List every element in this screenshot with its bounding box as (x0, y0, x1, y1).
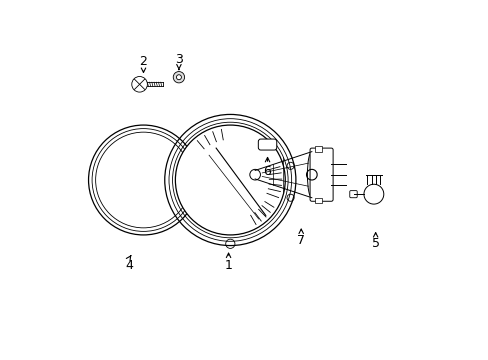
Bar (315, 146, 322, 152)
Text: 5: 5 (371, 237, 379, 250)
FancyBboxPatch shape (349, 191, 356, 198)
Circle shape (175, 125, 285, 235)
FancyBboxPatch shape (258, 139, 276, 150)
Text: 6: 6 (263, 165, 271, 177)
Text: 7: 7 (297, 234, 305, 247)
Circle shape (173, 72, 184, 83)
Bar (315, 198, 322, 203)
FancyBboxPatch shape (309, 148, 332, 201)
Circle shape (363, 184, 383, 204)
Circle shape (249, 169, 260, 180)
Circle shape (132, 77, 147, 92)
Text: 3: 3 (175, 53, 183, 66)
Text: 2: 2 (139, 55, 147, 68)
Circle shape (176, 75, 181, 80)
Text: 4: 4 (125, 258, 133, 271)
Text: 1: 1 (224, 258, 232, 271)
